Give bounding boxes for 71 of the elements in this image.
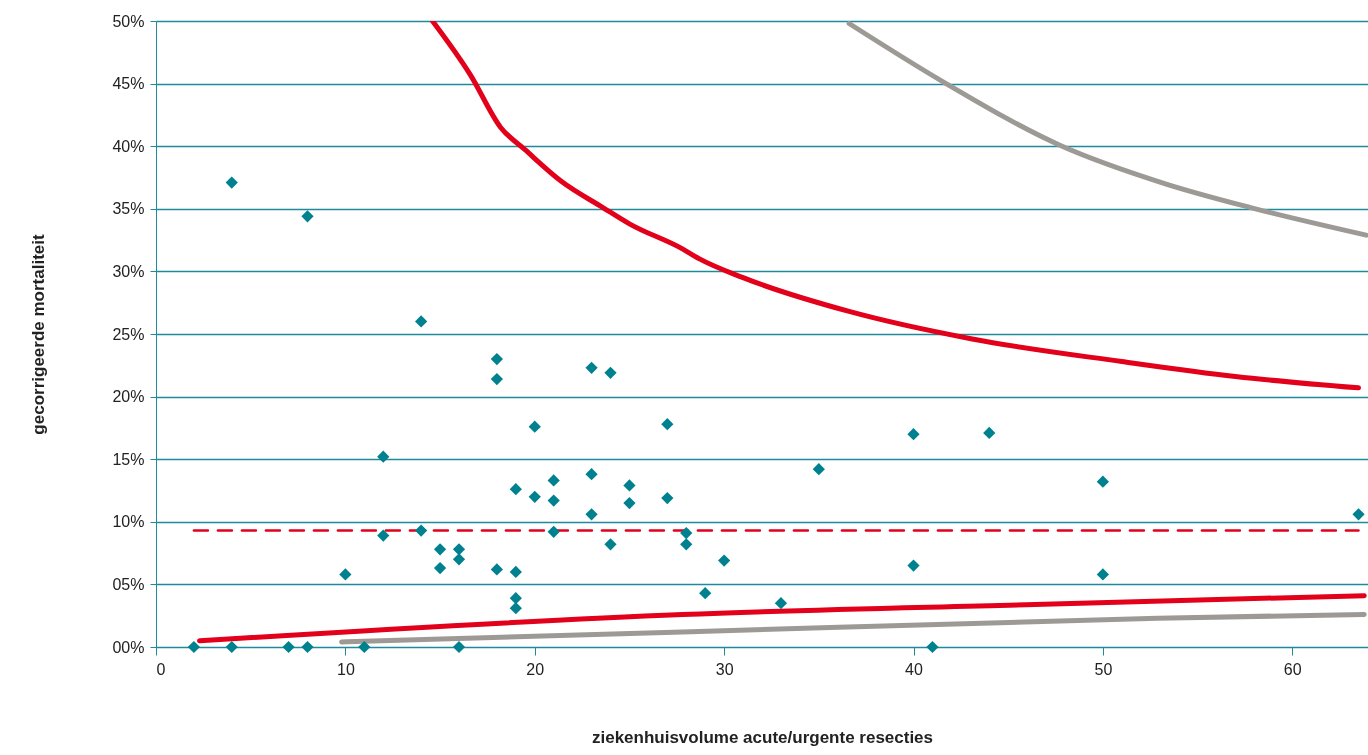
y-tick-label: 30% [112, 262, 145, 280]
point [547, 525, 560, 538]
point [699, 587, 712, 600]
x-tick-label: 10 [336, 660, 355, 678]
y-tick-label: 10% [112, 513, 145, 531]
point [604, 366, 617, 379]
point [623, 479, 636, 492]
point [585, 508, 598, 521]
y-tick-label: 50% [112, 12, 145, 30]
x-axis-title: ziekenhuisvolume acute/urgente resecties [591, 727, 934, 747]
point [547, 494, 560, 507]
point [604, 538, 617, 551]
point [490, 372, 503, 386]
point [452, 553, 466, 566]
y-tick-label: 45% [112, 75, 145, 93]
x-tick-label: 50 [1094, 660, 1113, 678]
point [585, 468, 598, 481]
point [433, 562, 447, 575]
point [225, 176, 238, 189]
y-axis-title: gecorrigeerde mortaliteit [29, 234, 49, 435]
point [907, 559, 920, 572]
point [774, 597, 788, 610]
point [225, 640, 238, 654]
point [358, 640, 371, 654]
point [415, 524, 428, 537]
point [377, 529, 390, 542]
point [282, 640, 295, 654]
point [661, 491, 674, 505]
point [509, 565, 522, 578]
point [509, 483, 522, 496]
y-tick-label: 35% [112, 200, 145, 218]
point [509, 602, 522, 615]
x-tick-label: 20 [526, 660, 545, 678]
point [433, 543, 447, 556]
point [339, 568, 352, 581]
point [812, 463, 825, 476]
point [547, 474, 560, 487]
point [1096, 475, 1109, 488]
point [509, 592, 522, 605]
y-tick-label: 15% [112, 450, 145, 468]
y-tick-label: 00% [112, 638, 145, 656]
point [528, 420, 541, 433]
y-tick-label: 25% [112, 325, 145, 343]
point [585, 361, 598, 374]
point [490, 352, 503, 366]
point [661, 418, 674, 431]
point [718, 554, 731, 567]
point [926, 640, 939, 654]
x-tick-label: 60 [1283, 660, 1302, 678]
point [187, 640, 200, 654]
point [907, 428, 920, 441]
y-tick-label: 20% [112, 388, 145, 406]
x-tick-label: 0 [156, 660, 166, 678]
point [490, 563, 503, 576]
point [680, 526, 693, 540]
point [301, 210, 314, 223]
x-tick-label: 30 [715, 660, 734, 678]
point [452, 543, 466, 556]
point [623, 496, 636, 510]
point [680, 538, 693, 551]
point [415, 315, 428, 328]
point [377, 450, 390, 463]
point [983, 426, 996, 440]
point [1096, 568, 1109, 581]
point [452, 640, 466, 654]
point [301, 640, 314, 654]
x-tick-label: 40 [905, 660, 923, 678]
y-tick-label: 05% [112, 575, 145, 593]
y-tick-label: 40% [112, 137, 145, 155]
point [1352, 508, 1365, 521]
point [528, 490, 541, 503]
